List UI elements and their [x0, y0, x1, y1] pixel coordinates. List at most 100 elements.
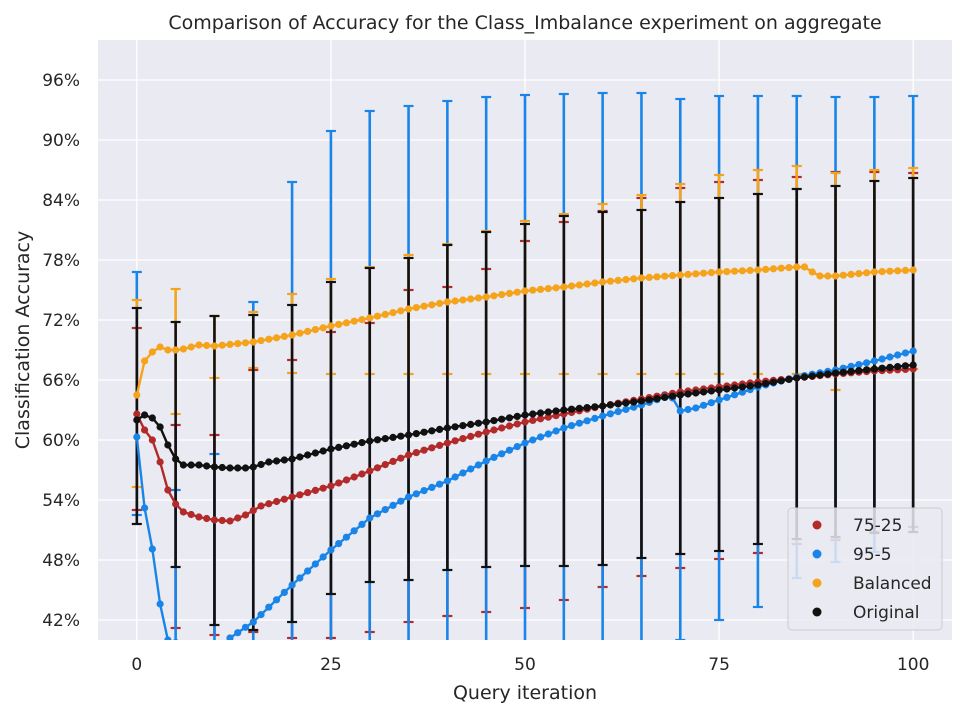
data-point-75-25: [296, 491, 304, 499]
data-point-original: [172, 455, 180, 463]
data-point-original: [474, 419, 483, 427]
data-point-95-5: [358, 520, 366, 529]
data-point-75-25: [428, 444, 436, 452]
data-point-95-5: [428, 483, 436, 491]
data-point-95-5: [335, 540, 343, 548]
data-point-95-5: [692, 404, 700, 412]
y-tick-label: 48%: [42, 551, 80, 571]
data-point-balanced: [459, 296, 467, 304]
data-point-95-5: [195, 646, 202, 653]
data-point-balanced: [133, 391, 141, 399]
data-point-original: [389, 433, 397, 441]
data-point-balanced: [327, 322, 335, 330]
data-point-balanced: [855, 270, 863, 278]
data-point-balanced: [505, 289, 514, 297]
data-point-95-5: [521, 439, 529, 447]
data-point-75-25: [412, 449, 420, 457]
data-point-95-5: [350, 527, 358, 535]
data-point-95-5: [870, 357, 878, 365]
data-point-95-5: [676, 407, 684, 415]
legend-marker-95-5: [812, 549, 822, 559]
data-point-75-25: [389, 457, 397, 465]
data-point-95-5: [327, 546, 335, 554]
data-point-balanced: [536, 285, 545, 293]
data-point-original: [420, 428, 428, 436]
data-point-balanced: [909, 266, 917, 274]
data-point-original: [653, 395, 661, 403]
data-point-95-5: [855, 361, 863, 369]
data-point-original: [692, 389, 700, 397]
data-point-original: [863, 366, 871, 374]
data-point-original: [218, 463, 226, 472]
data-point-95-5: [474, 461, 483, 469]
data-point-95-5: [467, 465, 475, 473]
data-point-original: [335, 443, 343, 451]
data-point-original: [203, 462, 211, 470]
data-point-95-5: [591, 414, 599, 422]
data-point-95-5: [404, 493, 413, 501]
data-point-original: [769, 378, 778, 386]
y-tick-label: 90%: [42, 131, 80, 151]
data-point-balanced: [668, 272, 677, 280]
data-point-95-5: [536, 433, 545, 441]
data-point-balanced: [707, 269, 715, 277]
data-point-balanced: [140, 357, 149, 365]
data-point-original: [436, 425, 444, 433]
data-point-75-25: [404, 451, 413, 459]
data-point-original: [676, 391, 684, 399]
data-point-original: [358, 439, 366, 447]
data-point-balanced: [754, 266, 762, 274]
data-point-balanced: [746, 266, 754, 274]
data-point-75-25: [241, 511, 250, 519]
data-point-balanced: [172, 346, 180, 354]
data-point-95-5: [505, 446, 514, 454]
data-point-95-5: [296, 574, 304, 582]
data-point-95-5: [180, 641, 187, 648]
data-point-balanced: [723, 268, 731, 276]
data-point-balanced: [793, 263, 801, 271]
data-point-original: [645, 396, 653, 404]
data-point-75-25: [249, 506, 257, 515]
data-point-balanced: [762, 265, 770, 273]
data-point-balanced: [521, 287, 529, 295]
data-point-75-25: [265, 500, 273, 508]
data-point-original: [746, 382, 754, 390]
data-point-balanced: [304, 327, 312, 335]
data-point-original: [179, 461, 187, 469]
data-point-balanced: [451, 297, 459, 305]
data-point-95-5: [133, 433, 141, 441]
data-point-75-25: [420, 446, 428, 454]
data-point-95-5: [288, 581, 296, 589]
data-point-balanced: [863, 269, 871, 277]
data-point-balanced: [342, 319, 351, 327]
data-point-95-5: [319, 553, 327, 561]
data-point-original: [591, 403, 599, 411]
data-point-balanced: [210, 342, 219, 350]
data-point-original: [443, 424, 451, 432]
data-point-95-5: [482, 457, 490, 465]
data-point-original: [156, 423, 164, 431]
data-point-balanced: [847, 270, 855, 278]
data-point-original: [762, 380, 770, 388]
legend-marker-balanced: [812, 578, 822, 588]
data-point-95-5: [684, 405, 692, 414]
data-point-balanced: [824, 272, 832, 280]
y-tick-label: 78%: [42, 251, 80, 271]
data-point-75-25: [311, 486, 319, 494]
data-point-original: [272, 457, 281, 465]
data-point-balanced: [894, 267, 902, 275]
data-point-95-5: [529, 436, 537, 444]
data-point-75-25: [451, 437, 459, 445]
data-point-75-25: [358, 470, 366, 478]
data-point-original: [754, 381, 762, 389]
data-point-75-25: [381, 461, 389, 469]
data-point-balanced: [420, 302, 428, 310]
data-point-original: [521, 411, 529, 419]
data-point-balanced: [241, 339, 250, 347]
data-point-original: [451, 423, 459, 431]
data-point-original: [894, 363, 902, 371]
data-point-original: [381, 435, 389, 443]
data-point-original: [327, 445, 335, 453]
data-point-95-5: [630, 403, 638, 411]
data-point-balanced: [692, 270, 700, 278]
